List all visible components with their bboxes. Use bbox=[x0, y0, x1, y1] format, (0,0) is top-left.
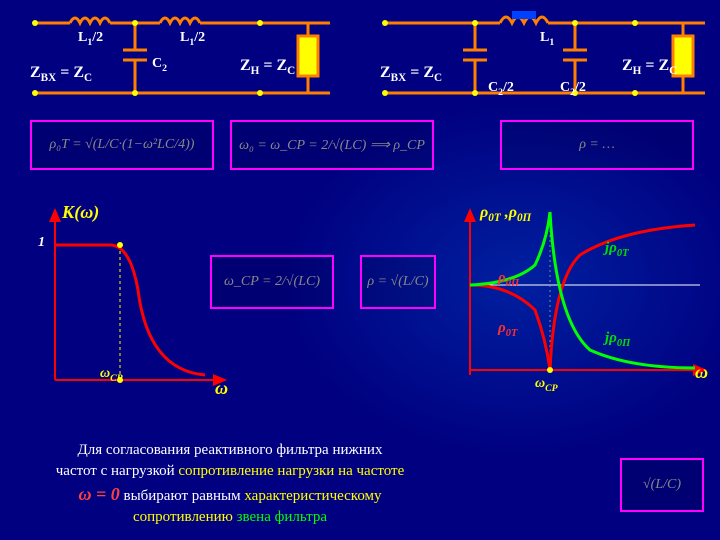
desc-line1: Для согласования реактивного фильтра ниж… bbox=[78, 442, 383, 458]
chart-left-title: К(ω) bbox=[62, 202, 99, 223]
label-zin-right: ZBX = ZC bbox=[380, 64, 442, 84]
label-l2-left: L1/2 bbox=[180, 30, 205, 48]
desc-line3b: выбирают равным bbox=[123, 488, 244, 504]
formula-w0: ω₀ = ω_CP = 2/√(LC) ⟹ ρ_CP bbox=[230, 120, 434, 170]
description-text: Для согласования реактивного фильтра ниж… bbox=[30, 440, 430, 528]
label-zin-left: ZBX = ZC bbox=[30, 64, 92, 84]
chart-impedance bbox=[440, 200, 720, 410]
chart-left-xlabel: ω bbox=[215, 378, 228, 399]
label-jrho0p: jρ0П bbox=[605, 330, 630, 349]
label-c2-right: C2/2 bbox=[560, 80, 586, 98]
chart-transfer-function bbox=[30, 200, 240, 400]
desc-line3c: характеристическому bbox=[244, 488, 381, 504]
chart-right-ytitle: ρ0T ,ρ0П bbox=[480, 204, 531, 224]
label-c-left: C2 bbox=[152, 56, 167, 74]
label-l1-left: L1/2 bbox=[78, 30, 103, 48]
label-rho0p: ρ0П bbox=[498, 270, 519, 289]
label-l-right: L1 bbox=[540, 30, 554, 48]
desc-line4a: сопротивлению bbox=[133, 509, 233, 525]
desc-line2a: частот с нагрузкой bbox=[56, 463, 179, 479]
chart-right-cutoff: ωCP bbox=[535, 376, 558, 394]
label-rho0t: ρ0T bbox=[498, 320, 517, 339]
chart-right-xlabel: ω bbox=[695, 362, 708, 383]
label-zout-left: ZH = ZC bbox=[240, 57, 295, 77]
label-c1-right: C2/2 bbox=[488, 80, 514, 98]
circuit-t-section bbox=[30, 8, 350, 108]
label-zout-right: ZH = ZC bbox=[622, 57, 677, 77]
formula-sqrt-lc: √(L/C) bbox=[620, 458, 704, 512]
formula-rho: ρ = … bbox=[500, 120, 694, 170]
formula-rho2: ρ = √(L/C) bbox=[360, 255, 436, 309]
desc-line2b: сопротивление нагрузки на частоте bbox=[178, 463, 404, 479]
label-jrho0t: jρ0T bbox=[605, 240, 629, 259]
desc-line4b: звена фильтра bbox=[237, 509, 327, 525]
chart-left-cutoff: ωCP bbox=[100, 366, 123, 384]
formula-rho0t: ρ₀T = √(L/C·(1−ω²LC/4)) bbox=[30, 120, 214, 170]
desc-line3a: ω = 0 bbox=[78, 484, 119, 504]
chart-left-ylabel: 1 bbox=[38, 235, 45, 251]
